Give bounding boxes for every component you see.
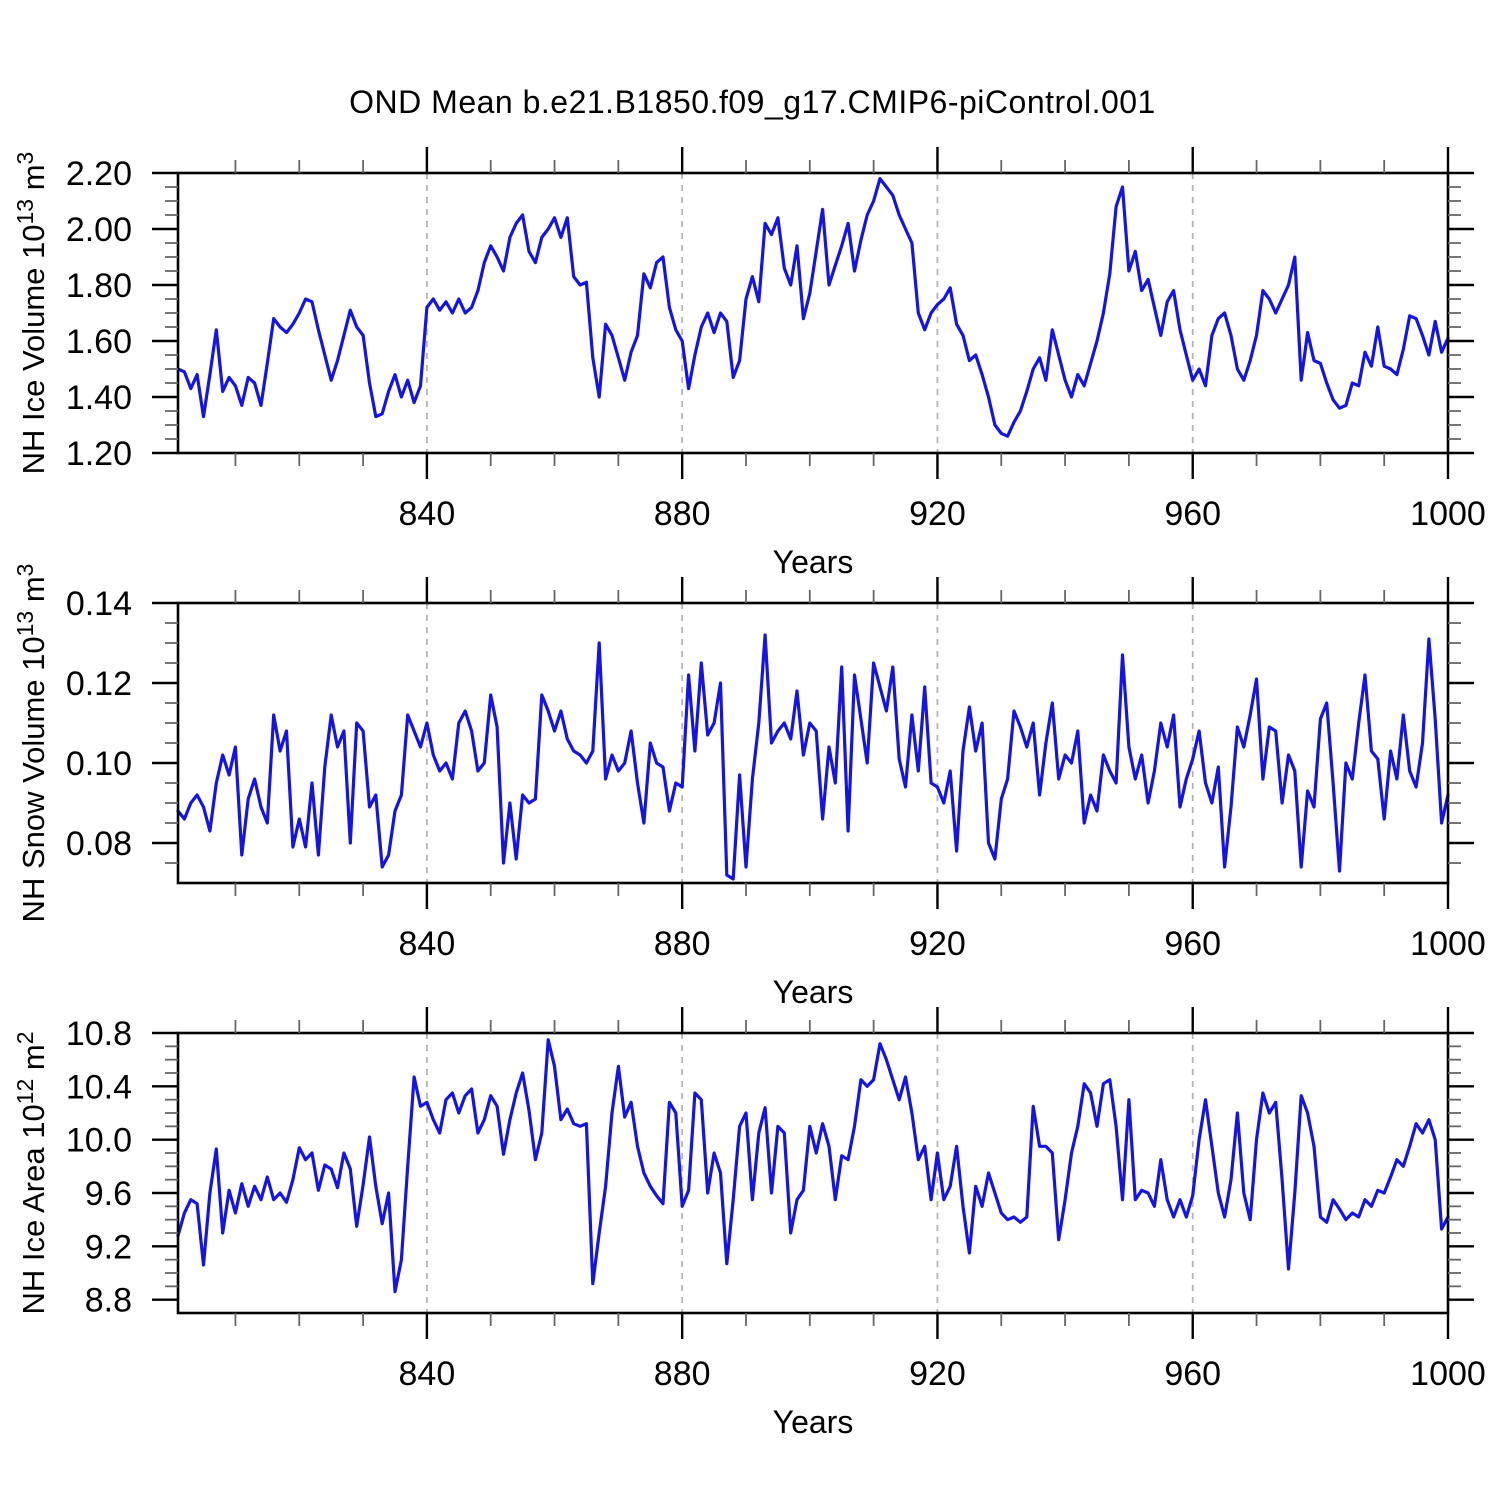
plot-frame	[176, 171, 1450, 455]
y-tick-label: 1.60	[66, 323, 132, 361]
y-tick-label: 10.4	[66, 1068, 132, 1106]
y-tick-label: 2.00	[66, 211, 132, 249]
data-line-nh-snow-volume	[176, 633, 1450, 881]
x-tick-label: 960	[1164, 925, 1221, 963]
chart-title: OND Mean b.e21.B1850.f09_g17.CMIP6-piCon…	[349, 84, 1156, 120]
y-axis-title: NH Snow Volume 1013 m3	[12, 564, 51, 923]
x-tick-label: 920	[909, 925, 966, 963]
x-tick-label: 1000	[1410, 495, 1486, 533]
x-tick-label: 920	[909, 495, 966, 533]
x-tick-label: 880	[654, 1355, 711, 1393]
x-tick-label: 840	[399, 495, 456, 533]
x-tick-label: 840	[399, 1355, 456, 1393]
x-tick-label: 1000	[1410, 1355, 1486, 1393]
data-line-nh-ice-volume	[176, 177, 1450, 438]
plot-frame	[176, 601, 1450, 885]
x-tick-label: 880	[654, 925, 711, 963]
x-tick-label: 1000	[1410, 925, 1486, 963]
panel-nh-snow-volume: 840 880 920 960 1000 0.08 0.10 0.12 0.14 Years NH …	[12, 564, 1486, 1010]
y-axis-title: NH Ice Area 1012 m2	[12, 1031, 51, 1314]
y-tick-label: 1.40	[66, 379, 132, 417]
x-axis-title: Years	[773, 974, 854, 1010]
y-tick-label: 0.12	[66, 665, 132, 703]
x-axis-title: Years	[773, 544, 854, 580]
y-tick-label: 10.0	[66, 1122, 132, 1160]
x-tick-label: 920	[909, 1355, 966, 1393]
x-tick-label: 960	[1164, 1355, 1221, 1393]
y-tick-label: 10.8	[66, 1015, 132, 1053]
x-tick-label: 880	[654, 495, 711, 533]
plot-frame	[176, 1031, 1450, 1315]
x-tick-label: 840	[399, 925, 456, 963]
panel-nh-ice-area: 840 880 920 960 1000 8.8 9.2 9.6 10.0 10.4 10.8 Yea…	[12, 1007, 1486, 1440]
y-tick-label: 9.2	[85, 1228, 132, 1266]
panel-nh-ice-volume: 840 880 920 960 1000 1.20 1.40 1.60 1.80 2.00 2.20…	[12, 147, 1486, 580]
y-tick-label: 0.10	[66, 745, 132, 783]
x-axis-title: Years	[773, 1404, 854, 1440]
y-tick-label: 2.20	[66, 155, 132, 193]
y-tick-label: 1.20	[66, 435, 132, 473]
y-tick-label: 0.08	[66, 825, 132, 863]
y-tick-label: 0.14	[66, 585, 132, 623]
y-tick-label: 9.6	[85, 1175, 132, 1213]
y-tick-label: 1.80	[66, 267, 132, 305]
y-tick-label: 8.8	[85, 1282, 132, 1320]
y-axis-title: NH Ice Volume 1013 m3	[12, 152, 51, 475]
data-line-nh-ice-area	[176, 1038, 1450, 1294]
x-tick-label: 960	[1164, 495, 1221, 533]
